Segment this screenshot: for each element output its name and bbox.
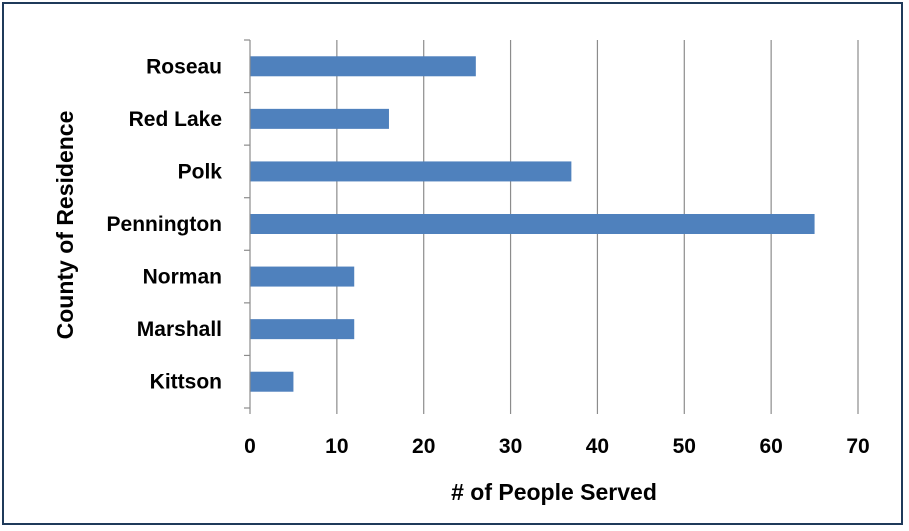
category-labels: Roseau Red Lake Polk Pennington Norman Marsha…: [107, 55, 223, 393]
x-tick-label: 50: [673, 435, 696, 458]
bar-norman: [250, 266, 355, 287]
x-tick-label: 60: [759, 435, 782, 458]
bar-kittson: [250, 371, 294, 392]
y-axis-title: County of Residence: [52, 111, 78, 340]
x-tick-label: 10: [325, 435, 348, 458]
x-tick-label: 30: [499, 435, 522, 458]
chart-frame: [2, 2, 903, 525]
category-label: Norman: [143, 266, 222, 289]
category-label: Roseau: [146, 55, 222, 78]
bar-polk: [250, 161, 572, 182]
bar-pennington: [250, 214, 815, 234]
bar-roseau: [250, 56, 476, 77]
x-tick-label: 0: [244, 435, 256, 458]
x-tick-label: 20: [412, 435, 435, 458]
axes: [244, 39, 859, 414]
category-label: Polk: [178, 160, 223, 183]
category-label: Marshall: [137, 318, 222, 341]
x-axis-title: # of People Served: [451, 479, 657, 505]
bar-red-lake: [250, 108, 389, 129]
category-label: Kittson: [150, 371, 222, 394]
x-tick-labels: 0 10 20 30 40 50 60 70: [244, 435, 870, 458]
x-tick-label: 40: [586, 435, 609, 458]
category-label: Pennington: [107, 213, 222, 236]
category-label: Red Lake: [129, 108, 222, 131]
x-tick-label: 70: [846, 435, 869, 458]
bar-marshall: [250, 319, 355, 340]
bars: [250, 56, 815, 392]
